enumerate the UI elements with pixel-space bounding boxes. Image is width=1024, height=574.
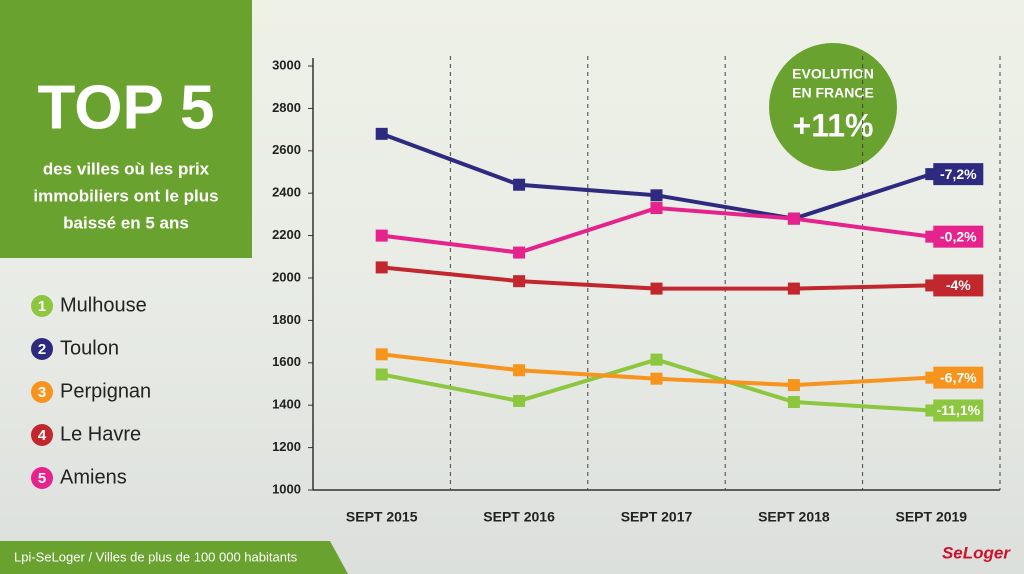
badge-value: +11% — [793, 107, 874, 143]
logo: SeLoger — [942, 543, 1011, 562]
end-label: -4% — [946, 277, 971, 293]
y-tick-label: 2200 — [272, 227, 301, 242]
x-tick-label: SEPT 2017 — [621, 509, 693, 525]
y-tick-label: 2600 — [272, 142, 301, 157]
end-label-box — [933, 163, 984, 186]
title-panel — [0, 0, 252, 258]
x-tick-label: SEPT 2019 — [895, 509, 967, 525]
subtitle: immobiliers ont le plus — [33, 186, 218, 205]
legend-label: Le Havre — [60, 423, 141, 445]
legend-number: 1 — [38, 298, 46, 315]
end-label: -11,1% — [937, 402, 981, 418]
legend-label: Toulon — [60, 337, 119, 359]
x-tick-label: SEPT 2018 — [758, 509, 830, 525]
y-tick-label: 1800 — [272, 312, 301, 327]
legend-swatch — [31, 381, 53, 403]
y-tick-label: 1000 — [272, 481, 301, 496]
subtitle: des villes où les prix — [43, 159, 210, 178]
end-label-box — [933, 399, 984, 422]
legend-label: Amiens — [60, 466, 127, 488]
legend-number: 2 — [38, 341, 46, 358]
marker — [513, 364, 526, 377]
marker — [375, 127, 388, 140]
marker — [375, 348, 388, 361]
legend-label: Perpignan — [60, 380, 151, 402]
source: Lpi-SeLoger / Villes de plus de 100 000 … — [14, 549, 298, 564]
y-tick-label: 2400 — [272, 185, 301, 200]
marker — [650, 282, 663, 295]
legend-swatch — [31, 467, 53, 489]
marker — [650, 189, 663, 202]
marker — [375, 368, 388, 381]
marker — [650, 372, 663, 385]
legend-swatch — [31, 424, 53, 446]
y-tick-label: 1400 — [272, 397, 301, 412]
marker — [513, 275, 526, 288]
marker — [513, 178, 526, 191]
subtitle: baissé en 5 ans — [63, 213, 189, 232]
badge-text: EVOLUTION — [792, 66, 874, 82]
end-label-box — [933, 366, 984, 389]
marker — [375, 229, 388, 242]
legend-label: Mulhouse — [60, 294, 147, 316]
legend-number: 5 — [38, 470, 46, 487]
badge — [769, 43, 897, 171]
marker — [650, 353, 663, 366]
marker — [513, 394, 526, 407]
end-label-box — [933, 225, 984, 248]
end-label: -6,7% — [940, 369, 977, 385]
end-label: -7,2% — [940, 166, 977, 182]
legend-number: 3 — [38, 384, 46, 401]
source-bar — [0, 541, 348, 574]
y-tick-label: 1600 — [272, 354, 301, 369]
marker — [787, 396, 800, 409]
y-tick-label: 3000 — [272, 57, 301, 72]
end-label: -0,2% — [940, 228, 977, 244]
legend-swatch — [31, 295, 53, 317]
marker — [787, 212, 800, 225]
marker — [513, 246, 526, 259]
legend-swatch — [31, 338, 53, 360]
chart-title: TOP 5 — [38, 73, 215, 142]
marker — [787, 379, 800, 392]
y-tick-label: 2000 — [272, 269, 301, 284]
y-tick-label: 1200 — [272, 439, 301, 454]
marker — [787, 282, 800, 295]
badge-text: EN FRANCE — [792, 85, 874, 101]
end-label-box — [933, 274, 984, 297]
legend-number: 4 — [38, 427, 47, 444]
marker — [650, 202, 663, 215]
marker — [375, 261, 388, 274]
x-tick-label: SEPT 2016 — [483, 509, 555, 525]
y-tick-label: 2800 — [272, 100, 301, 115]
x-tick-label: SEPT 2015 — [346, 509, 418, 525]
